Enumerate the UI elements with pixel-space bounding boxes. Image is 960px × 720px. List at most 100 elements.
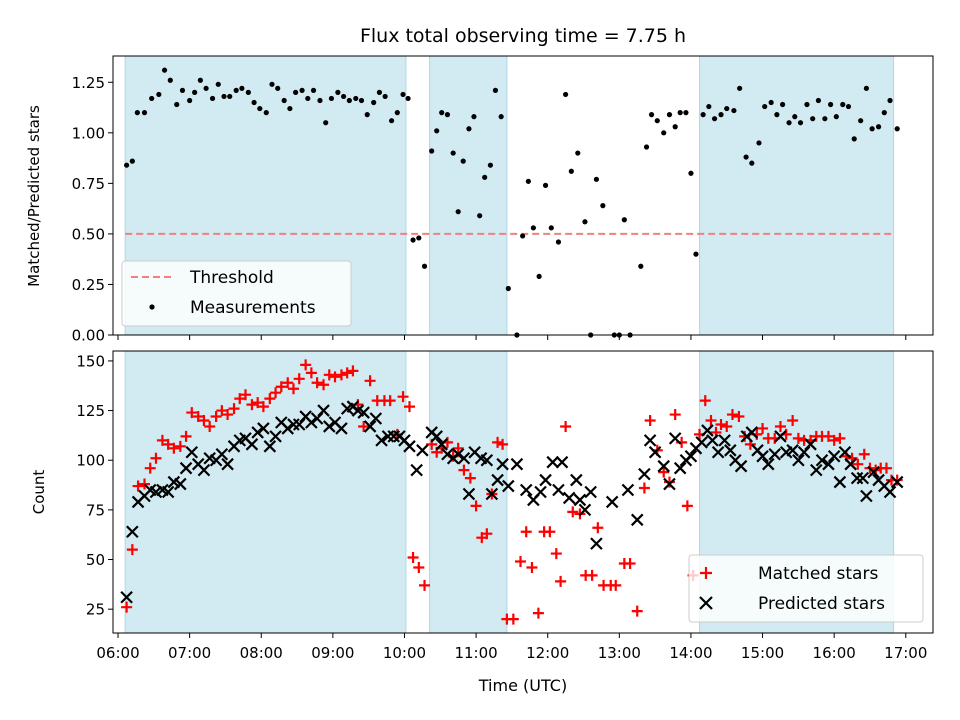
- matched-star-point: [246, 399, 258, 411]
- measurement-point: [299, 87, 305, 93]
- predicted-star-point: [546, 455, 559, 469]
- matched-star-point: [139, 478, 151, 490]
- predicted-star-point: [174, 477, 187, 491]
- predicted-star-point: [701, 424, 714, 437]
- predicted-star-point: [451, 447, 465, 461]
- matched-star-point: [880, 462, 892, 474]
- matched-star-point: [721, 420, 733, 432]
- xtick-label: 11:00: [454, 644, 497, 662]
- measurement-point: [683, 110, 689, 116]
- measurement-point: [328, 95, 335, 102]
- legend-matched-swatch: [700, 567, 712, 579]
- matched-star-point: [413, 561, 425, 573]
- measurement-point: [810, 116, 816, 122]
- predicted-star-point: [657, 459, 671, 473]
- matched-star-point: [180, 430, 192, 442]
- matched-star-point: [858, 448, 870, 460]
- predicted-star-point: [416, 444, 429, 457]
- predicted-star-point: [838, 446, 852, 459]
- xtick-label: 08:00: [240, 644, 283, 662]
- measurement-point: [482, 174, 488, 180]
- measurement-point: [593, 176, 600, 182]
- measurement-point: [520, 233, 526, 239]
- measurement-point: [466, 126, 472, 132]
- predicted-star-point: [648, 446, 662, 459]
- measurement-point: [416, 235, 422, 241]
- matched-star-point: [592, 522, 604, 534]
- matched-star-point: [550, 548, 562, 560]
- predicted-star-point: [804, 438, 817, 451]
- ratio-ylabel: Matched/Predicted stars: [25, 105, 43, 287]
- measurement-point: [851, 136, 857, 142]
- matched-star-point: [555, 575, 567, 587]
- predicted-star-point: [197, 463, 211, 477]
- measurement-point: [756, 140, 762, 146]
- predicted-star-point: [485, 487, 499, 501]
- predicted-star-point: [745, 426, 759, 439]
- matched-star-point: [681, 500, 693, 512]
- predicted-star-point: [221, 457, 234, 471]
- matched-star-point: [610, 579, 622, 591]
- measurement-point: [666, 112, 673, 118]
- measurement-point: [358, 97, 365, 104]
- measurement-point: [450, 150, 456, 156]
- count-panel: 25 50 75 100 125 150 06:00 07:00 08:00 09:00 10:00…: [30, 350, 934, 695]
- matched-star-point: [733, 411, 745, 423]
- predicted-star-point: [126, 525, 139, 538]
- matched-star-point: [168, 442, 180, 454]
- measurement-point: [700, 112, 706, 118]
- predicted-star-point: [245, 438, 259, 451]
- xtick-label: 16:00: [813, 644, 856, 662]
- predicted-star-point: [357, 406, 370, 419]
- measurement-point: [688, 170, 694, 176]
- measurement-point: [187, 97, 193, 104]
- predicted-star-point: [605, 495, 619, 509]
- measurement-point: [869, 126, 875, 132]
- measurement-point: [227, 93, 233, 100]
- predicted-star-point: [706, 434, 719, 447]
- predicted-star-point: [815, 453, 829, 467]
- chart-title: Flux total observing time = 7.75 h: [360, 25, 686, 47]
- measurement-point: [840, 101, 846, 108]
- matched-star-point: [198, 415, 210, 427]
- measurement-point: [124, 162, 130, 168]
- measurement-point: [434, 128, 440, 134]
- matched-star-point: [822, 430, 834, 442]
- predicted-star-point: [590, 537, 603, 550]
- measurement-point: [621, 217, 627, 223]
- matched-star-point: [586, 569, 598, 581]
- matched-star-point: [228, 403, 240, 415]
- matched-star-point: [144, 462, 156, 474]
- matched-star-point: [699, 395, 711, 407]
- ratio-panel: 0.00 0.25 0.50 0.75 1.00 1.25 Matched/Predict…: [25, 55, 934, 345]
- matched-star-point: [532, 607, 544, 619]
- ytick-label: 75: [86, 501, 105, 519]
- predicted-star-point: [860, 489, 873, 503]
- predicted-star-point: [578, 503, 592, 517]
- matched-star-point: [407, 552, 419, 564]
- predicted-star-point: [792, 453, 805, 467]
- measurement-point: [287, 105, 293, 112]
- predicted-star-point: [768, 447, 782, 461]
- measurement-point: [174, 101, 180, 108]
- measurement-point: [364, 112, 370, 118]
- predicted-star-point: [573, 493, 587, 507]
- measurement-point: [600, 203, 606, 209]
- measurement-point: [648, 112, 655, 118]
- measurement-point: [815, 97, 822, 104]
- predicted-star-point: [584, 485, 597, 499]
- measurement-point: [643, 144, 650, 150]
- predicted-star-point: [430, 430, 443, 443]
- matched-star-point: [644, 415, 656, 427]
- ytick-label: 50: [86, 551, 105, 569]
- predicted-star-point: [257, 422, 270, 435]
- measurement-point: [376, 89, 383, 95]
- matched-star-point: [126, 544, 138, 556]
- measurement-point: [833, 114, 839, 120]
- measurement-point: [269, 81, 275, 87]
- matched-star-point: [341, 367, 353, 379]
- predicted-star-point: [510, 457, 524, 471]
- measurement-point: [471, 114, 477, 120]
- measurement-point: [555, 239, 562, 245]
- predicted-star-point: [809, 463, 823, 477]
